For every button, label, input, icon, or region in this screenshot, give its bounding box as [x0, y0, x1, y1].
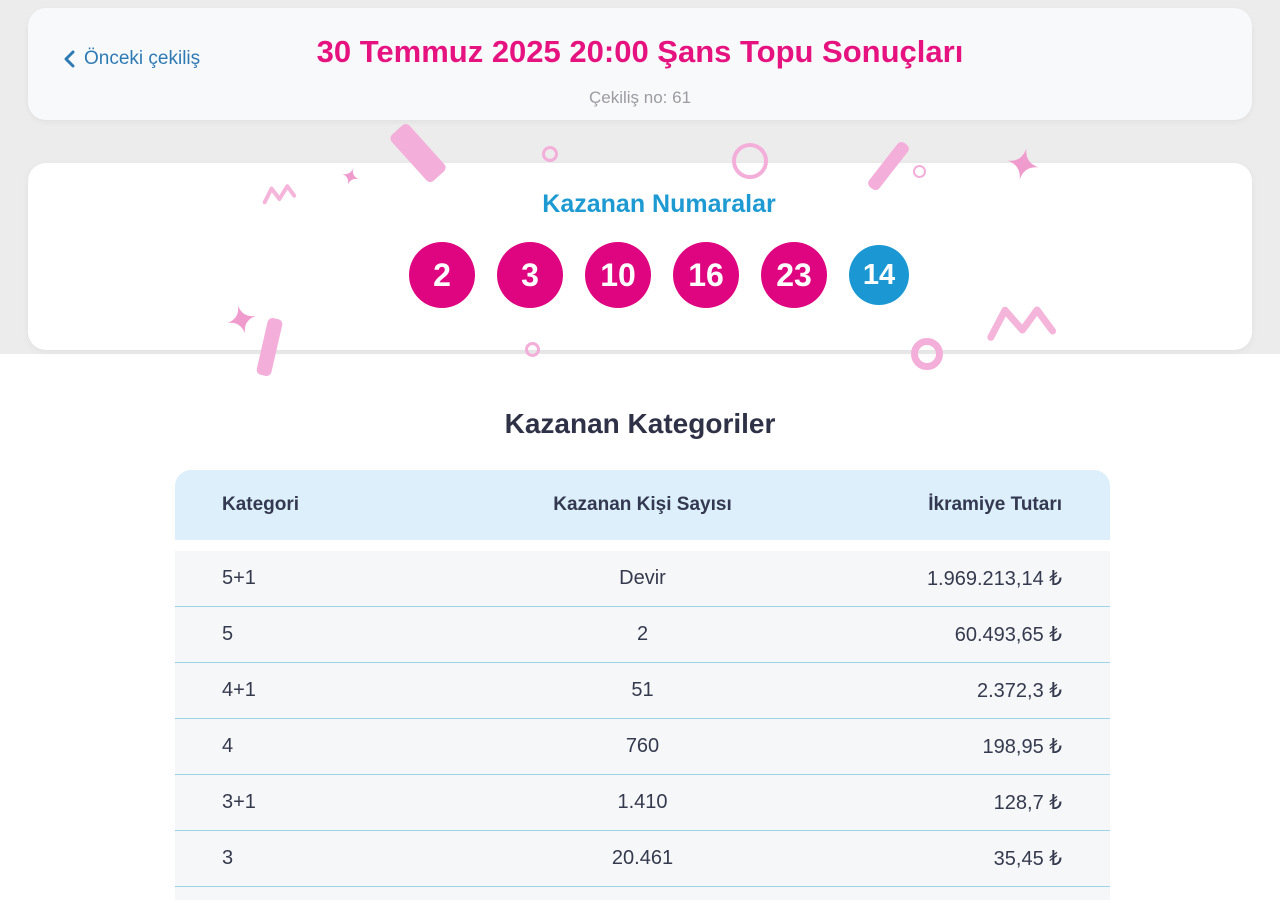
cell-prize: 60.493,65 ₺ [954, 624, 1062, 646]
cell-category: 3+1 [222, 791, 256, 813]
lottery-ball: 2 [409, 242, 475, 308]
column-header-winners: Kazanan Kişi Sayısı [553, 494, 732, 515]
cell-winners: 20.461 [611, 847, 674, 869]
winning-numbers-card: Kazanan Numaralar 2 3 10 16 [28, 163, 1252, 350]
winning-numbers-content: Kazanan Numaralar 2 3 10 16 [47, 163, 1271, 350]
lottery-ball: 23 [761, 242, 827, 308]
table-row: 3+1 1.410 128,7 ₺ [175, 775, 1110, 831]
ball-number: 2 [433, 256, 451, 293]
table-body: 5+1 Devir 1.969.213,14 ₺ 5 2 60.493,65 ₺… [175, 551, 1110, 887]
ball-number: 23 [776, 256, 812, 293]
table-row: 5+1 Devir 1.969.213,14 ₺ [175, 551, 1110, 607]
cell-category: 5+1 [222, 567, 256, 589]
categories-table: Kategori Kazanan Kişi Sayısı İkramiye Tu… [175, 470, 1110, 900]
cell-prize: 35,45 ₺ [993, 848, 1062, 870]
page-title: 30 Temmuz 2025 20:00 Şans Topu Sonuçları [316, 34, 964, 69]
column-header-category: Kategori [222, 494, 300, 515]
lottery-ball: 16 [673, 242, 739, 308]
cell-category: 3 [222, 847, 234, 869]
cell-winners: 760 [625, 735, 660, 757]
cell-prize: 198,95 ₺ [982, 736, 1062, 758]
lottery-ball: 14 [849, 245, 909, 305]
balls-row: 2 3 10 16 23 14 [409, 242, 909, 308]
table-row: 3 20.461 35,45 ₺ [175, 831, 1110, 887]
ball-number: 10 [600, 256, 636, 293]
ball-number: 3 [521, 256, 539, 293]
cell-winners: 1.410 [617, 791, 668, 813]
draw-number: Çekiliş no: 61 [588, 88, 692, 107]
column-header-prize: İkramiye Tutarı [928, 494, 1062, 515]
chevron-left-icon [64, 50, 75, 68]
ball-number: 16 [688, 256, 724, 293]
results-header-card: Önceki çekiliş 30 Temmuz 2025 20:00 Şans… [28, 8, 1252, 120]
table-row-partial [175, 887, 1110, 900]
previous-draw-link[interactable]: Önceki çekiliş [64, 48, 200, 70]
cell-winners: 2 [636, 623, 649, 645]
cell-prize: 2.372,3 ₺ [976, 680, 1062, 702]
cell-prize: 1.969.213,14 ₺ [926, 568, 1062, 590]
table-header-row: Kategori Kazanan Kişi Sayısı İkramiye Tu… [175, 470, 1110, 540]
cell-category: 4 [222, 735, 234, 757]
cell-prize: 128,7 ₺ [993, 792, 1062, 814]
cell-category: 5 [222, 623, 234, 645]
ball-number: 14 [862, 258, 896, 291]
lottery-ball: 3 [497, 242, 563, 308]
cell-winners: Devir [619, 567, 666, 589]
previous-draw-label: Önceki çekiliş [84, 48, 201, 69]
winning-numbers-title: Kazanan Numaralar [542, 190, 776, 218]
lottery-ball: 10 [585, 242, 651, 308]
table-row: 4 760 198,95 ₺ [175, 719, 1110, 775]
categories-title: Kazanan Kategoriler [504, 408, 776, 439]
cell-category: 4+1 [222, 679, 256, 701]
table-row: 5 2 60.493,65 ₺ [175, 607, 1110, 663]
table-row: 4+1 51 2.372,3 ₺ [175, 663, 1110, 719]
cell-winners: 51 [631, 679, 654, 701]
